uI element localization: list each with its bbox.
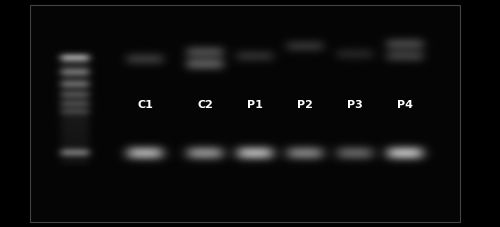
Text: 1000 bp: 1000 bp [0, 96, 27, 104]
Text: P1: P1 [247, 100, 263, 110]
Text: P3: P3 [347, 100, 363, 110]
Text: C2: C2 [197, 100, 213, 110]
Text: 161 bp: 161 bp [463, 148, 494, 156]
Text: P2: P2 [297, 100, 313, 110]
Text: C1: C1 [137, 100, 153, 110]
Text: 100 bp: 100 bp [0, 148, 27, 156]
Bar [30, 5, 460, 222]
Text: P4: P4 [397, 100, 413, 110]
